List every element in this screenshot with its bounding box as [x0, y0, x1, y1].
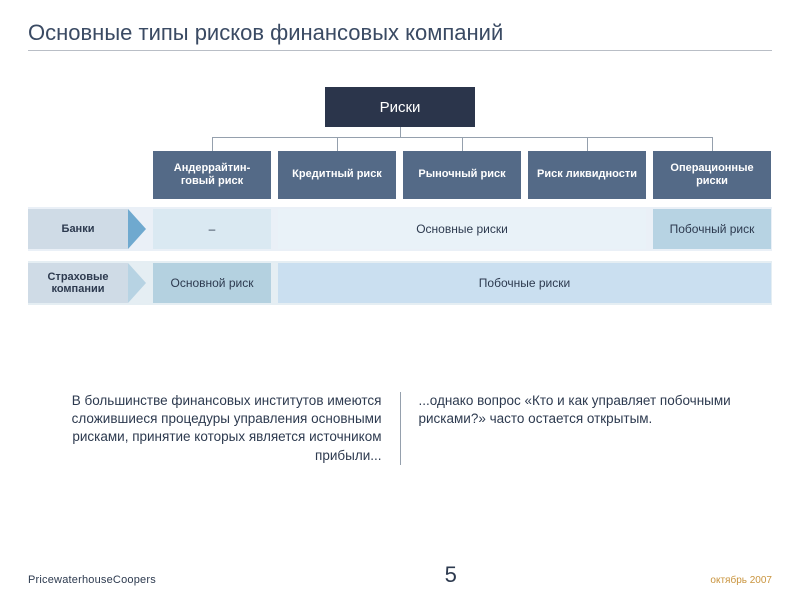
commentary-right: ...однако вопрос «Кто и как управляет по…: [419, 392, 773, 465]
footer-date: октябрь 2007: [710, 575, 772, 586]
vertical-divider: [400, 392, 401, 465]
slide-footer: PricewaterhouseCoopers 5 октябрь 2007: [28, 574, 772, 586]
row-label-banks: Банки: [28, 209, 128, 249]
connector-leg: [212, 137, 213, 151]
matrix-cell: Побочный риск: [653, 209, 771, 249]
matrix-cell: Основные риски: [278, 209, 646, 249]
category-node: Андеррайтин- говый риск: [153, 151, 271, 199]
connector-leg: [462, 137, 463, 151]
slide: Основные типы рисков финансовых компаний…: [0, 0, 800, 600]
category-row: Андеррайтин- говый рискКредитный рискРын…: [153, 151, 772, 199]
commentary-block: В большинстве финансовых институтов имею…: [28, 392, 772, 465]
title-rule: [28, 50, 772, 51]
row-cells: Основной рискПобочные риски: [153, 263, 772, 303]
connector-leg: [587, 137, 588, 151]
category-node: Риск ликвидности: [528, 151, 646, 199]
row-cells: –Основные рискиПобочный риск: [153, 209, 772, 249]
connector-leg: [712, 137, 713, 151]
matrix-cell: Основной риск: [153, 263, 271, 303]
root-node: Риски: [325, 87, 475, 127]
category-node: Рыночный риск: [403, 151, 521, 199]
commentary-left: В большинстве финансовых институтов имею…: [28, 392, 382, 465]
footer-brand: PricewaterhouseCoopers: [28, 574, 156, 586]
footer-page-number: 5: [445, 562, 457, 588]
tree-connectors: [28, 127, 772, 151]
connector-leg: [337, 137, 338, 151]
category-node: Операционные риски: [653, 151, 771, 199]
matrix-cell: Побочные риски: [278, 263, 771, 303]
category-node: Кредитный риск: [278, 151, 396, 199]
row-arrow-icon: [128, 263, 146, 303]
page-title: Основные типы рисков финансовых компаний: [28, 20, 772, 46]
matrix-cell: –: [153, 209, 271, 249]
row-label-insurance: Страховые компании: [28, 263, 128, 303]
row-arrow-icon: [128, 209, 146, 249]
risk-hierarchy-diagram: Риски Андеррайтин- говый рискКредитный р…: [28, 87, 772, 387]
connector-trunk: [400, 127, 401, 137]
